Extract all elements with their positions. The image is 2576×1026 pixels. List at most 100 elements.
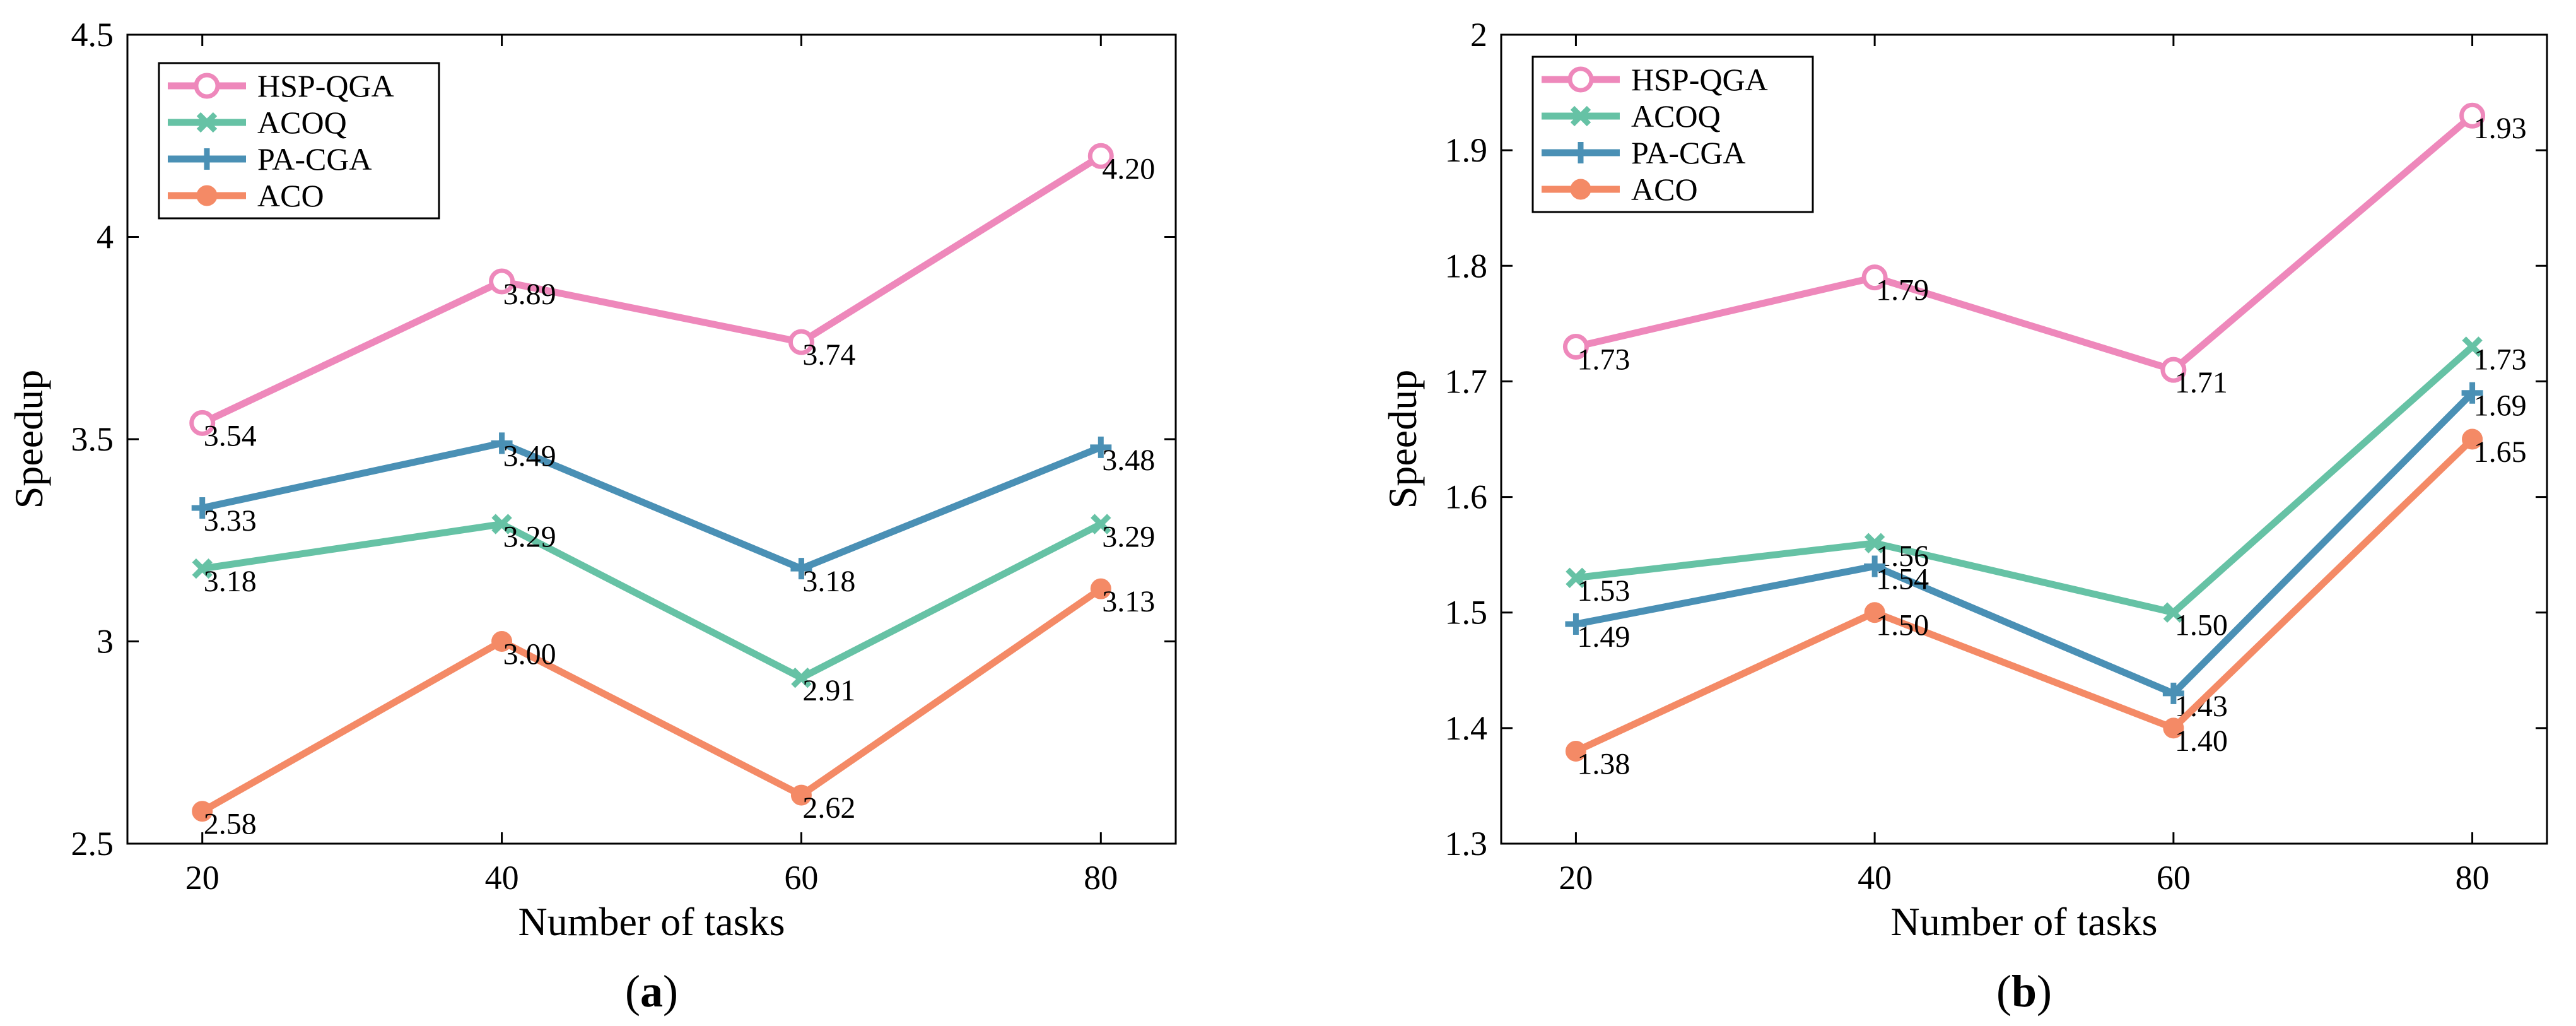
data-label: 2.91 bbox=[802, 674, 855, 707]
data-point-aco bbox=[790, 784, 812, 806]
series-pa-cga: 1.491.541.431.69 bbox=[1565, 382, 2527, 723]
data-label: 3.49 bbox=[503, 439, 556, 473]
y-tick-label: 1.8 bbox=[1445, 247, 1488, 285]
legend-marker bbox=[1570, 179, 1591, 200]
y-tick-label: 1.3 bbox=[1445, 825, 1488, 863]
data-label: 1.69 bbox=[2474, 389, 2527, 423]
series-line-pa-cga bbox=[1575, 390, 2475, 697]
data-point-hsp-qga bbox=[489, 268, 515, 295]
y-tick-label: 4.5 bbox=[71, 16, 114, 54]
data-point-hsp-qga bbox=[2459, 102, 2486, 129]
data-label: 1.54 bbox=[1876, 562, 1929, 596]
data-label: 2.58 bbox=[204, 808, 257, 841]
data-point-pa-cga bbox=[491, 432, 513, 454]
data-point-aco bbox=[1864, 602, 1885, 623]
legend-label: ACOQ bbox=[257, 105, 347, 140]
panel-label-open: ( bbox=[625, 966, 640, 1017]
x-tick-label: 40 bbox=[485, 859, 519, 897]
data-point-pa-cga bbox=[191, 497, 213, 519]
legend-marker bbox=[1567, 66, 1594, 93]
x-tick-label: 60 bbox=[784, 859, 818, 897]
panel-label-letter: a bbox=[640, 966, 663, 1017]
series-aco: 1.38 1.50 1.40 1.65 bbox=[1565, 428, 2527, 781]
data-point-aco bbox=[2462, 428, 2483, 450]
series-line-hsp-qga bbox=[201, 153, 1103, 427]
y-tick-label: 1.7 bbox=[1445, 362, 1488, 400]
data-point-acoq bbox=[1566, 567, 1586, 588]
data-point-pa-cga bbox=[1565, 613, 1587, 635]
data-label: 3.29 bbox=[503, 521, 556, 554]
data-label: 1.50 bbox=[1876, 609, 1929, 642]
y-tick-label: 1.5 bbox=[1445, 594, 1488, 632]
x-tick-label: 40 bbox=[1858, 859, 1892, 897]
data-point-aco bbox=[1565, 740, 1586, 762]
data-label: 1.79 bbox=[1876, 274, 1929, 307]
x-tick-label: 60 bbox=[2157, 859, 2191, 897]
plot-frame bbox=[1500, 33, 2548, 845]
data-label: 3.29 bbox=[1102, 521, 1155, 554]
series-hsp-qga: 1.73 1.79 1.71 1.93 bbox=[1562, 102, 2527, 399]
x-tick-label: 80 bbox=[2456, 859, 2490, 897]
data-point-acoq bbox=[491, 514, 512, 534]
legend-label: HSP-QGA bbox=[1631, 62, 1768, 97]
y-tick-label: 1.9 bbox=[1445, 131, 1488, 169]
legend-marker bbox=[1570, 105, 1591, 127]
panel-label: (b) bbox=[1996, 966, 2052, 1017]
series-acoq: 3.18 3.29 2.91 3.29 bbox=[192, 514, 1155, 707]
y-tick-label: 4 bbox=[97, 218, 114, 256]
data-point-pa-cga bbox=[790, 558, 812, 580]
series-line-acoq bbox=[1575, 344, 2475, 616]
y-tick-label: 2.5 bbox=[71, 825, 114, 863]
data-point-hsp-qga bbox=[1861, 264, 1888, 291]
data-label: 3.13 bbox=[1102, 585, 1155, 618]
legend-entry-aco: ACO bbox=[1542, 172, 1698, 207]
data-label: 1.73 bbox=[2474, 343, 2527, 376]
legend-entry-acoq: ACOQ bbox=[1542, 98, 1721, 134]
data-label: 1.49 bbox=[1577, 620, 1630, 654]
legend-label: ACO bbox=[1631, 172, 1698, 207]
data-label: 1.73 bbox=[1577, 343, 1630, 376]
data-point-hsp-qga bbox=[189, 410, 216, 436]
legend-marker bbox=[194, 73, 220, 99]
x-tick-label: 20 bbox=[185, 859, 220, 897]
panel-label-close: ) bbox=[663, 966, 678, 1017]
data-point-aco bbox=[192, 801, 213, 822]
series-line-aco bbox=[201, 586, 1103, 815]
chart-panel-b: 20 40 60 80 1.3 1.4 1.5 1.6 1.7 1.8 1.9 2 Number of … bbox=[1380, 16, 2548, 1017]
data-point-pa-cga bbox=[2162, 682, 2184, 704]
data-label: 3.18 bbox=[802, 565, 855, 598]
x-tick-label: 80 bbox=[1084, 859, 1118, 897]
data-label: 1.71 bbox=[2175, 366, 2228, 399]
legend-marker bbox=[196, 148, 218, 170]
y-tick-label: 2 bbox=[1470, 16, 1487, 54]
y-axis-title: Speedup bbox=[6, 370, 51, 509]
data-point-acoq bbox=[2462, 336, 2483, 357]
legend-label: ACOQ bbox=[1631, 98, 1721, 134]
data-label: 2.62 bbox=[802, 791, 855, 825]
data-label: 3.74 bbox=[802, 338, 855, 372]
data-label: 1.93 bbox=[2474, 112, 2527, 145]
data-point-aco bbox=[491, 631, 513, 652]
data-point-aco bbox=[2163, 717, 2184, 739]
legend-entry-acoq: ACOQ bbox=[168, 105, 347, 140]
legend-entry-hsp-qga: HSP-QGA bbox=[168, 68, 394, 103]
data-point-pa-cga bbox=[1864, 555, 1886, 577]
data-label: 1.38 bbox=[1577, 747, 1630, 781]
y-tick-label: 1.6 bbox=[1445, 478, 1488, 516]
legend-entry-pa-cga: PA-CGA bbox=[1542, 135, 1746, 170]
series-line-pa-cga bbox=[201, 439, 1103, 572]
data-point-hsp-qga bbox=[1562, 333, 1589, 360]
y-axis-title: Speedup bbox=[1380, 370, 1425, 509]
data-point-acoq bbox=[791, 668, 812, 688]
data-label: 3.54 bbox=[204, 419, 257, 452]
panel-label: (a) bbox=[625, 966, 678, 1017]
legend-entry-hsp-qga: HSP-QGA bbox=[1542, 62, 1768, 97]
legend-marker bbox=[196, 112, 218, 133]
data-label: 1.53 bbox=[1577, 574, 1630, 608]
series-pa-cga: 3.33 3.49 3.18 3.48 bbox=[191, 432, 1155, 598]
data-label: 3.89 bbox=[503, 278, 556, 311]
legend-entry-aco: ACO bbox=[168, 178, 324, 213]
data-label: 4.20 bbox=[1102, 152, 1155, 186]
